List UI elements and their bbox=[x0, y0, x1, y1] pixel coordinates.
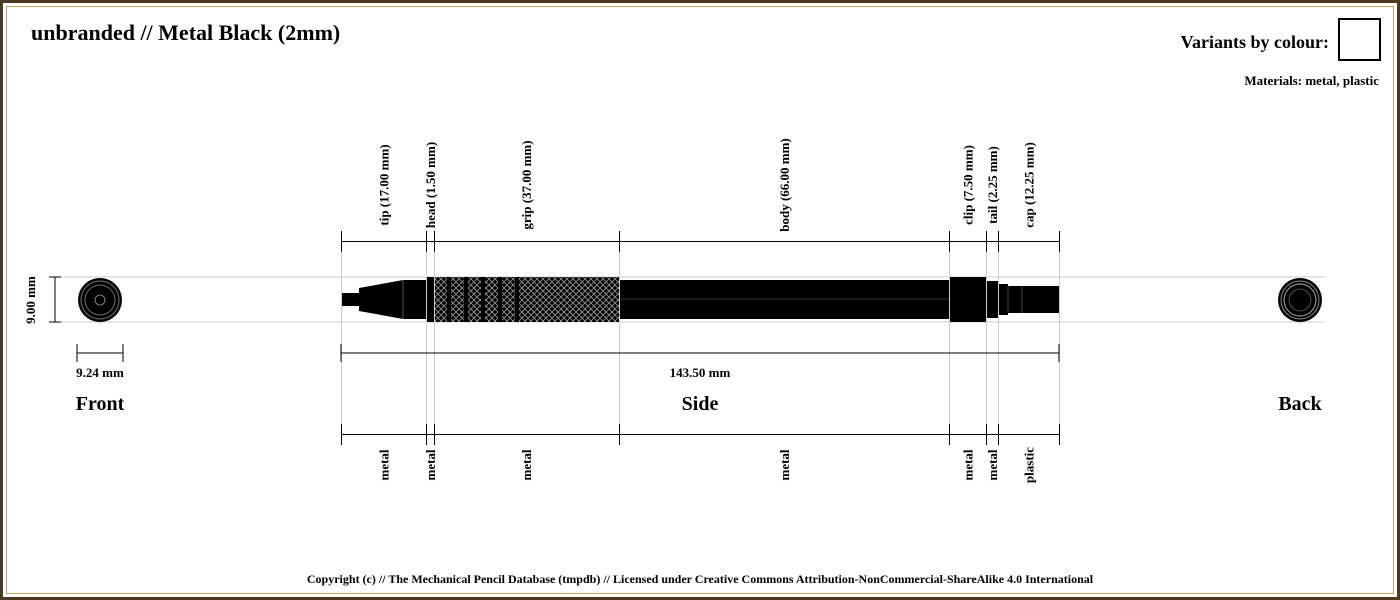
front-view bbox=[78, 278, 122, 322]
segment-length-label: clip (7.50 mm) bbox=[961, 145, 976, 225]
segment-length-label: grip (37.00 mm) bbox=[519, 140, 534, 229]
length-dimension bbox=[340, 344, 1060, 362]
variants-label: Variants by colour: bbox=[1181, 32, 1329, 52]
height-label: 9.00 mm bbox=[23, 276, 38, 324]
variant-swatch[interactable] bbox=[1338, 18, 1381, 61]
segment-length-label: cap (12.25 mm) bbox=[1021, 142, 1036, 228]
segment-length-label: body (66.00 mm) bbox=[777, 138, 792, 232]
segment-material-label: metal bbox=[423, 449, 438, 480]
front-view-label: Front bbox=[76, 393, 125, 415]
width-dimension bbox=[76, 344, 124, 362]
side-view-label: Side bbox=[682, 393, 719, 415]
width-label: 9.24 mm bbox=[76, 365, 124, 380]
frame-inner-border bbox=[6, 6, 1394, 594]
pencil-cap bbox=[998, 284, 1059, 315]
segment-guide-lines bbox=[341, 240, 1060, 444]
pencil-tip bbox=[341, 280, 427, 319]
back-view bbox=[1278, 278, 1322, 322]
page-title: unbranded // Metal Black (2mm) bbox=[31, 20, 340, 45]
pencil-head bbox=[427, 277, 434, 322]
segment-length-dimensions: tip (17.00 mm) head (1.50 mm) grip (37.00 … bbox=[341, 138, 1060, 252]
height-dimension bbox=[49, 276, 61, 323]
pencil-clip bbox=[949, 277, 986, 322]
segment-material-label: metal bbox=[519, 449, 534, 480]
pencil-body bbox=[619, 280, 949, 319]
segment-material-dimensions: metal metal metal metal metal metal plastic bbox=[341, 424, 1060, 483]
pencil-tail bbox=[986, 281, 998, 318]
back-view-label: Back bbox=[1278, 393, 1322, 415]
segment-material-label: metal bbox=[777, 449, 792, 480]
segment-material-label: metal bbox=[985, 449, 1000, 480]
pencil-grip bbox=[434, 277, 619, 322]
segment-material-label: metal bbox=[377, 449, 392, 480]
materials-text: Materials: metal, plastic bbox=[1244, 73, 1379, 88]
footer-copyright: Copyright (c) // The Mechanical Pencil D… bbox=[307, 572, 1094, 586]
segment-material-label: plastic bbox=[1021, 447, 1036, 483]
side-view-pencil bbox=[341, 277, 1059, 322]
length-label: 143.50 mm bbox=[670, 365, 731, 380]
segment-length-label: tip (17.00 mm) bbox=[377, 144, 392, 225]
segment-material-label: metal bbox=[961, 449, 976, 480]
segment-length-label: tail (2.25 mm) bbox=[985, 146, 1000, 224]
segment-length-label: head (1.50 mm) bbox=[423, 142, 438, 228]
